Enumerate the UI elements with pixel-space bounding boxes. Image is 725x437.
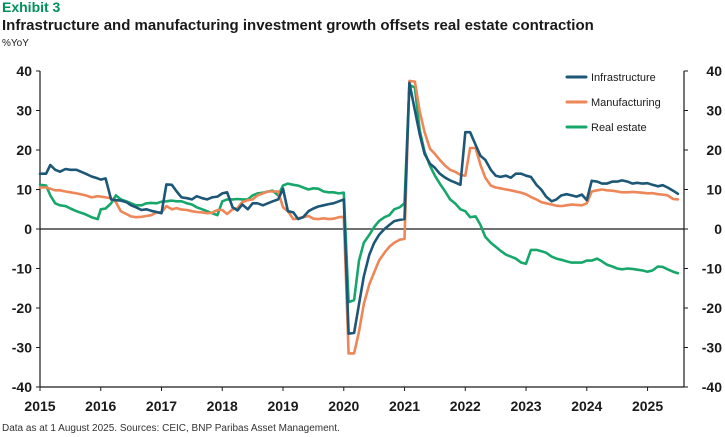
y-tick-label-left: 40 [16, 63, 32, 79]
x-tick-label: 2015 [24, 398, 55, 414]
y-tick-label-right: 0 [714, 221, 722, 237]
y-tick-label-right: 40 [706, 63, 722, 79]
x-tick-label: 2016 [85, 398, 116, 414]
legend-label-infrastructure: Infrastructure [591, 72, 656, 84]
y-tick-label-left: 30 [16, 103, 32, 119]
y-tick-label-right: -10 [702, 261, 722, 277]
y-tick-label-right: 30 [706, 103, 722, 119]
x-tick-label: 2023 [510, 398, 541, 414]
tick-marks: 40 30 20 10 0 -10 -20 -30 -40 40 30 20 10 0 -10 -20 -30 -… [12, 63, 722, 414]
x-tick-label: 2020 [328, 398, 359, 414]
x-tick-label: 2024 [571, 398, 602, 414]
y-tick-label-left: -10 [12, 261, 32, 277]
x-tick-label: 2018 [207, 398, 238, 414]
x-tick-label: 2017 [146, 398, 177, 414]
legend-label-real-estate: Real estate [591, 122, 647, 134]
y-tick-label-right: 20 [706, 142, 722, 158]
y-tick-label-left: 10 [16, 182, 32, 198]
x-tick-label: 2021 [389, 398, 420, 414]
y-tick-label-left: -30 [12, 340, 32, 356]
y-tick-label-left: -20 [12, 300, 32, 316]
series-real-estate-line [38, 83, 680, 304]
chart-title: Infrastructure and manufacturing investm… [2, 17, 594, 34]
y-tick-label-left: 0 [24, 221, 32, 237]
y-tick-label-right: 10 [706, 182, 722, 198]
x-tick-label: 2022 [450, 398, 481, 414]
x-tick-label: 2019 [267, 398, 298, 414]
source-note: Data as at 1 August 2025. Sources: CEIC,… [2, 423, 340, 434]
unit-label: %YoY [2, 38, 29, 49]
y-tick-label-left: 20 [16, 142, 32, 158]
legend-label-manufacturing: Manufacturing [591, 97, 661, 109]
series-manufacturing-line [38, 79, 680, 355]
x-tick-label: 2025 [632, 398, 663, 414]
series-layer [38, 79, 680, 355]
axes [39, 71, 685, 388]
exhibit-label: Exhibit 3 [2, 0, 61, 15]
y-tick-label-right: -30 [702, 340, 722, 356]
legend: Infrastructure Manufacturing Real estate [565, 72, 661, 134]
y-tick-label-right: -20 [702, 300, 722, 316]
series-infrastructure-line [38, 81, 680, 336]
y-tick-label-right: -40 [702, 379, 722, 395]
y-tick-label-left: -40 [12, 379, 32, 395]
